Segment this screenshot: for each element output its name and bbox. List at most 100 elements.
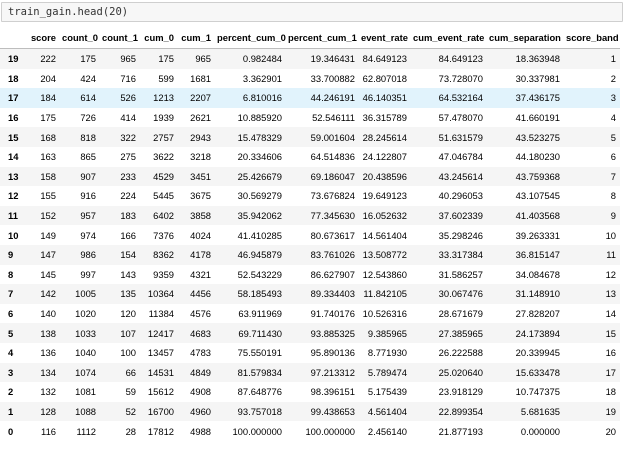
table-cell: 11 — [606, 249, 616, 261]
table-cell: 1112 — [76, 425, 96, 437]
table-cell: 64.532164 — [438, 92, 483, 104]
table-row: 15 168 818 322 2757 2943 15.478329 59.001604 28.… — [0, 127, 620, 147]
table-row: 17 184 614 526 1213 2207 6.810016 44.246191 46.1… — [0, 88, 620, 108]
table-cell: 424 — [80, 72, 96, 84]
code-cell[interactable]: train_gain.head(20) — [1, 2, 623, 22]
table-cell: 175 — [80, 53, 96, 65]
table-cell: 3622 — [153, 151, 174, 163]
table-cell: 2757 — [153, 131, 174, 143]
table-cell: 13.508772 — [362, 249, 407, 261]
table-cell: 3218 — [190, 151, 211, 163]
table-row: 1 128 1088 52 16700 4960 93.757018 99.438653 4.5… — [0, 401, 620, 422]
table-cell: 4849 — [190, 366, 211, 378]
table-cell: 168 — [40, 131, 56, 143]
table-cell: 59 — [125, 386, 136, 398]
table-row: 6 140 1020 120 11384 4576 63.911969 91.740176 10… — [0, 303, 620, 324]
table-cell: 128 — [40, 405, 56, 417]
table-cell: 51.631579 — [438, 131, 483, 143]
table-cell: 132 — [40, 386, 56, 398]
table-cell: 1088 — [75, 405, 96, 417]
table-cell: 120 — [120, 308, 136, 320]
table-cell: 8362 — [153, 249, 174, 261]
table-cell: 4 — [610, 112, 616, 124]
row-index: 18 — [8, 72, 19, 84]
table-cell: 21.877193 — [438, 425, 483, 437]
table-cell: 14 — [605, 308, 616, 320]
table-cell: 10.885920 — [237, 112, 282, 124]
table-cell: 31.586257 — [438, 268, 483, 280]
table-cell: 63.911969 — [238, 308, 282, 320]
table-row: 18 204 424 716 599 1681 3.362901 33.700882 62.80… — [0, 68, 620, 89]
table-row: 5 138 1033 107 12417 4683 69.711430 93.885325 9.… — [0, 323, 620, 343]
table-cell: 5.175439 — [367, 386, 407, 398]
table-cell: 184 — [40, 92, 56, 104]
table-cell: 4529 — [153, 170, 174, 182]
table-cell: 4456 — [190, 288, 211, 300]
table-cell: 9.385965 — [367, 327, 407, 339]
table-cell: 8 — [610, 190, 616, 202]
table-cell: 62.807018 — [362, 72, 407, 84]
table-cell: 100.000000 — [305, 425, 355, 437]
table-cell: 149 — [40, 229, 56, 241]
table-cell: 30.569279 — [237, 190, 282, 202]
table-cell: 47.046784 — [438, 151, 483, 163]
table-cell: 44.246191 — [310, 92, 355, 104]
table-cell: 57.478070 — [438, 112, 483, 124]
table-cell: 147 — [40, 249, 56, 261]
table-cell: 41.403568 — [515, 210, 560, 222]
table-cell: 155 — [40, 190, 56, 202]
table-row: 16 175 726 414 1939 2621 10.885920 52.546111 36.… — [0, 107, 620, 128]
table-cell: 69.711430 — [238, 327, 282, 339]
table-cell: 36.315789 — [362, 112, 407, 124]
table-cell: 1074 — [75, 366, 96, 378]
column-header-cum-separation: cum_separation — [487, 26, 564, 49]
table-cell: 974 — [80, 229, 96, 241]
table-row: 3 134 1074 66 14531 4849 81.579834 97.213312 5.7… — [0, 362, 620, 383]
table-cell: 2 — [610, 72, 616, 84]
table-cell: 39.263331 — [515, 229, 560, 241]
row-index: 6 — [8, 308, 14, 320]
row-index: 4 — [8, 347, 14, 359]
table-cell: 25.426679 — [237, 170, 282, 182]
table-cell: 163 — [40, 151, 56, 163]
table-cell: 166 — [120, 229, 136, 241]
row-index: 0 — [8, 425, 14, 437]
column-header-cum-event-rate: cum_event_rate — [411, 26, 487, 49]
table-cell: 14531 — [147, 366, 174, 378]
column-header-score: score — [28, 26, 60, 49]
table-cell: 27.385965 — [438, 327, 483, 339]
table-cell: 40.296053 — [438, 190, 483, 202]
table-row: 10 149 974 166 7376 4024 41.410285 80.673617 14.… — [0, 225, 620, 245]
table-cell: 116 — [41, 425, 56, 437]
table-cell: 143 — [120, 268, 136, 280]
column-header-event-rate: event_rate — [359, 26, 411, 49]
table-cell: 3451 — [190, 170, 211, 182]
table-cell: 28.671679 — [438, 308, 483, 320]
table-cell: 138 — [40, 327, 56, 339]
table-row: 11 152 957 183 6402 3858 35.942062 77.345630 16.… — [0, 205, 620, 226]
table-cell: 2207 — [190, 92, 211, 104]
table-cell: 1213 — [153, 92, 174, 104]
table-cell: 16700 — [147, 405, 174, 417]
table-cell: 37.436175 — [515, 92, 560, 104]
table-cell: 134 — [40, 366, 56, 378]
table-cell: 84.649123 — [362, 53, 407, 65]
table-row: 0 116 1112 28 17812 4988 100.000000 100.000000 2… — [0, 421, 620, 441]
table-cell: 916 — [80, 190, 96, 202]
table-cell: 965 — [195, 53, 211, 65]
table-cell: 84.649123 — [438, 53, 483, 65]
table-cell: 1681 — [190, 72, 211, 84]
table-cell: 43.523275 — [515, 131, 560, 143]
table-cell: 95.890136 — [310, 347, 355, 359]
row-index: 17 — [8, 92, 19, 104]
table-cell: 93.757018 — [237, 405, 282, 417]
table-cell: 20 — [605, 425, 616, 437]
row-index: 15 — [8, 131, 19, 143]
table-cell: 73.676824 — [310, 190, 355, 202]
table-cell: 1081 — [75, 386, 96, 398]
table-cell: 13 — [605, 288, 616, 300]
code-text[interactable]: train_gain.head(20) — [8, 6, 129, 18]
table-cell: 58.185493 — [237, 288, 282, 300]
table-cell: 10 — [605, 229, 616, 241]
table-cell: 907 — [80, 170, 96, 182]
